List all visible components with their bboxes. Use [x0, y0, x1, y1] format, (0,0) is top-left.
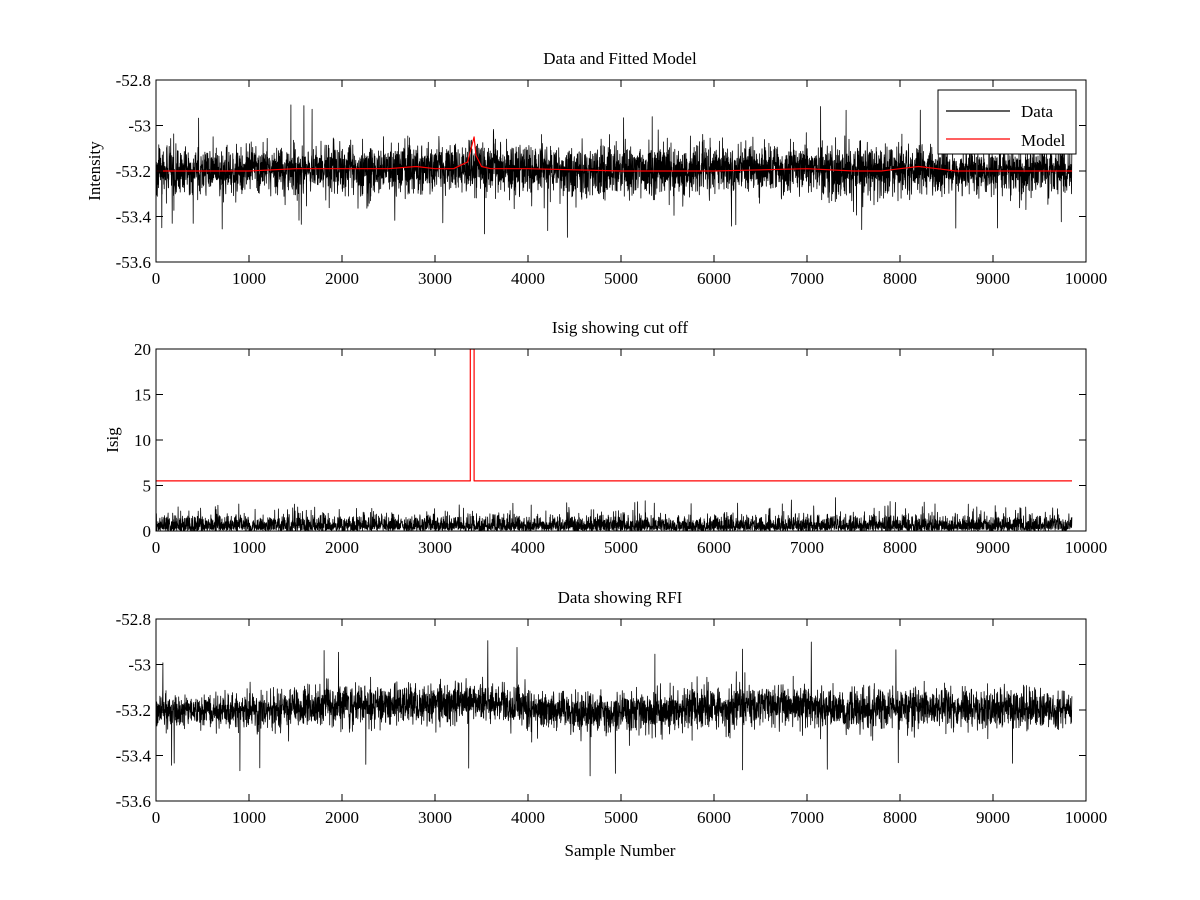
x-tick-label: 7000: [790, 808, 824, 827]
x-tick-label: 0: [152, 808, 161, 827]
panel-isig-showing-cut-off: Isig showing cut off Isig 0 1000 2000 3000 4…: [103, 318, 1107, 557]
series-data: [156, 104, 1073, 238]
series-cut-off: [156, 349, 1072, 482]
x-tick-label: 3000: [418, 269, 452, 288]
series-group: [156, 349, 1073, 531]
y-tick-label: -53: [128, 117, 151, 136]
x-tick-label: 3000: [418, 808, 452, 827]
x-tick-label: 8000: [883, 538, 917, 557]
x-tick-label: 8000: [883, 269, 917, 288]
x-tick-label: 9000: [976, 808, 1010, 827]
y-tick-label: -53: [128, 656, 151, 675]
series-group: [156, 640, 1073, 777]
panel-data-showing-rfi: Data showing RFI Sample Number 0 1000 2000…: [116, 588, 1108, 860]
plot-area: 0 1000 2000 3000 4000 5000 6000 7000 8000 9000 100…: [116, 71, 1108, 288]
panel-title: Isig showing cut off: [552, 318, 688, 337]
legend: Data Model: [937, 89, 1077, 155]
x-tick-label: 4000: [511, 538, 545, 557]
y-tick-label: -53.4: [116, 747, 152, 766]
series-group: [156, 104, 1073, 238]
plot-area: 0 1000 2000 3000 4000 5000 6000 7000 8000 9000 100…: [134, 340, 1107, 557]
y-tick-label: 5: [143, 477, 152, 496]
series-isig: [156, 497, 1073, 531]
x-tick-label: 4000: [511, 808, 545, 827]
y-tick-label: -53.2: [116, 162, 151, 181]
x-tick-label: 1000: [232, 808, 266, 827]
series-model: [156, 136, 1072, 172]
y-tick-label: -52.8: [116, 71, 151, 90]
x-tick-label: 6000: [697, 808, 731, 827]
x-tick-label: 7000: [790, 269, 824, 288]
x-tick-label: 2000: [325, 808, 359, 827]
x-tick-label: 6000: [697, 269, 731, 288]
x-tick-label: 2000: [325, 269, 359, 288]
x-tick-label: 9000: [976, 269, 1010, 288]
plot-area: 0 1000 2000 3000 4000 5000 6000 7000 8000 9000 100…: [116, 610, 1108, 827]
y-tick-label: 0: [143, 522, 152, 541]
y-axis-label: Intensity: [85, 141, 104, 201]
x-tick-label: 10000: [1065, 538, 1108, 557]
x-tick-label: 3000: [418, 538, 452, 557]
y-tick-label: 10: [134, 431, 151, 450]
panel-title: Data and Fitted Model: [543, 49, 697, 68]
x-tick-label: 6000: [697, 538, 731, 557]
series-data: [156, 640, 1073, 777]
y-tick-label: 20: [134, 340, 151, 359]
y-tick-label: -53.2: [116, 701, 151, 720]
panel-data-and-fitted-model: Data and Fitted Model Intensity 0 1000 200…: [85, 49, 1107, 288]
y-tick-label: 15: [134, 386, 151, 405]
x-tick-label: 2000: [325, 538, 359, 557]
x-tick-label: 5000: [604, 538, 638, 557]
y-tick-label: -53.6: [116, 792, 151, 811]
x-tick-label: 1000: [232, 538, 266, 557]
x-tick-label: 0: [152, 538, 161, 557]
x-tick-label: 8000: [883, 808, 917, 827]
y-tick-label: -52.8: [116, 610, 151, 629]
x-tick-label: 7000: [790, 538, 824, 557]
panel-title: Data showing RFI: [558, 588, 683, 607]
y-axis-label: Isig: [103, 427, 122, 453]
legend-entry-model: Model: [1021, 131, 1066, 150]
x-tick-label: 10000: [1065, 808, 1108, 827]
y-tick-label: -53.6: [116, 253, 151, 272]
legend-box: [937, 89, 1077, 155]
x-tick-label: 5000: [604, 269, 638, 288]
x-tick-label: 1000: [232, 269, 266, 288]
x-tick-label: 9000: [976, 538, 1010, 557]
x-tick-label: 0: [152, 269, 161, 288]
x-tick-label: 4000: [511, 269, 545, 288]
legend-entry-data: Data: [1021, 102, 1054, 121]
x-axis-label: Sample Number: [565, 841, 676, 860]
x-tick-label: 5000: [604, 808, 638, 827]
y-tick-label: -53.4: [116, 208, 152, 227]
x-tick-label: 10000: [1065, 269, 1108, 288]
